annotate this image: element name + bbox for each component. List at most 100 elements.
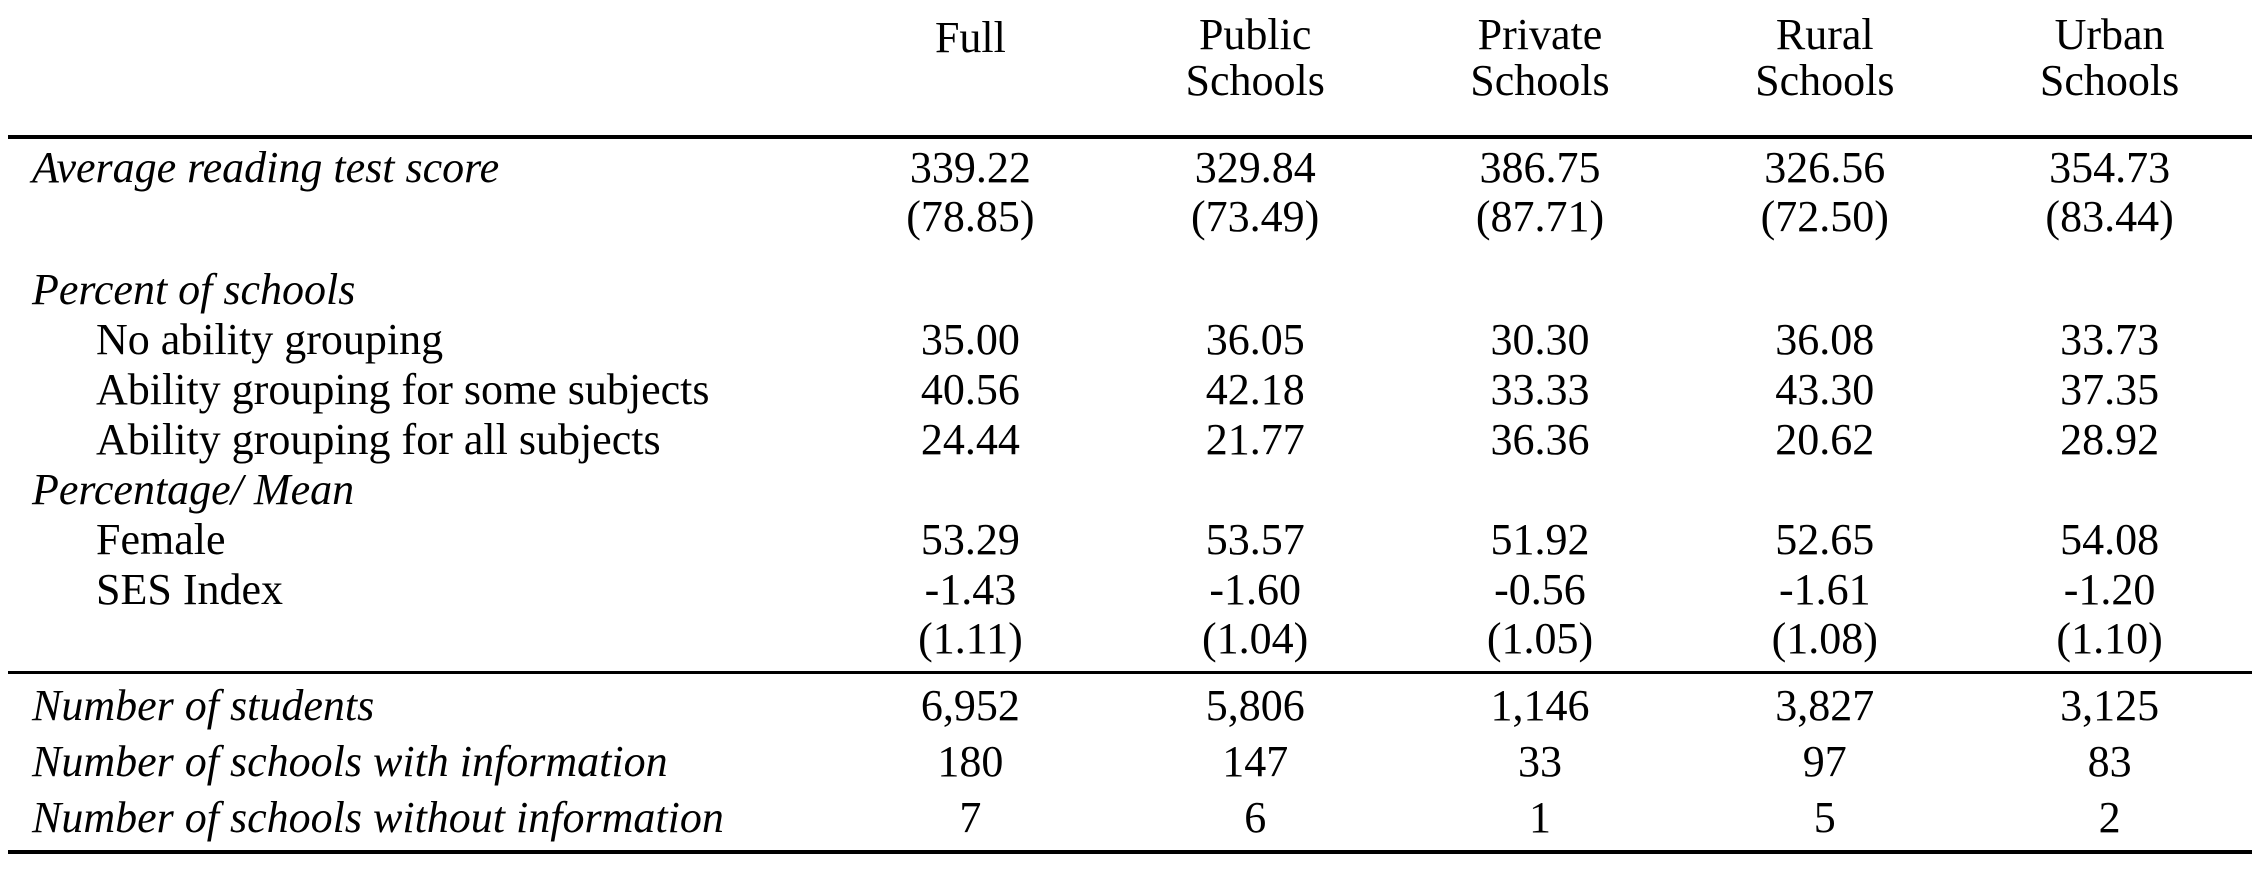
value-cell: 24.44 bbox=[828, 415, 1113, 465]
value-cell: 97 bbox=[1682, 734, 1967, 790]
stat-value: 33.33 bbox=[1490, 365, 1590, 414]
stat-value: 326.56 bbox=[1764, 143, 1886, 192]
value-cell: 180 bbox=[828, 734, 1113, 790]
section-label: Percentage/ Mean bbox=[32, 465, 355, 514]
summary-statistics-table: Full Public Schools Private Schools Rural S… bbox=[8, 0, 2252, 854]
stat-value: 36.05 bbox=[1205, 315, 1305, 364]
stat-value: 6 bbox=[1244, 793, 1267, 842]
table-row: Female 53.29 53.57 51.92 52.65 54.08 bbox=[8, 515, 2252, 565]
value-cell: 6,952 bbox=[828, 678, 1113, 734]
table-row: Ability grouping for all subjects 24.44 21… bbox=[8, 415, 2252, 465]
table-row: No ability grouping 35.00 36.05 30.30 36.08 3… bbox=[8, 315, 2252, 365]
row-label: Ability grouping for some subjects bbox=[96, 365, 710, 414]
value-cell: -1.61 (1.08) bbox=[1682, 565, 1967, 663]
value-cell: 83 bbox=[1967, 734, 2252, 790]
stat-value: 6,952 bbox=[920, 681, 1020, 730]
stat-sd: (87.71) bbox=[1475, 192, 1605, 241]
column-header-label: Rural Schools bbox=[1755, 10, 1895, 105]
value-cell: 3,827 bbox=[1682, 678, 1967, 734]
stat-sd: (1.05) bbox=[1486, 614, 1594, 663]
value-cell: 2 bbox=[1967, 790, 2252, 846]
stat-value: 1,146 bbox=[1490, 681, 1590, 730]
value-cell: 354.73 (83.44) bbox=[1967, 143, 2252, 241]
row-label: Number of schools without information bbox=[32, 793, 724, 842]
table-footer: Number of students 6,952 5,806 1,146 3,827 3,… bbox=[8, 671, 2252, 854]
section-row: Percent of schools bbox=[8, 265, 2252, 315]
stat-sd: (1.08) bbox=[1771, 614, 1878, 663]
value-cell: 40.56 bbox=[828, 365, 1113, 415]
table-row: Ability grouping for some subjects 40.56 4… bbox=[8, 365, 2252, 415]
stat-value: 51.92 bbox=[1490, 515, 1590, 564]
stat-value: 2 bbox=[2098, 793, 2121, 842]
value-cell: 53.29 bbox=[828, 515, 1113, 565]
column-header-label: Urban Schools bbox=[2039, 10, 2180, 105]
stat-value: -0.56 bbox=[1494, 565, 1586, 614]
stat-value: -1.20 bbox=[2063, 565, 2156, 614]
stat-value: 97 bbox=[1802, 737, 1847, 786]
value-cell: 33.33 bbox=[1398, 365, 1683, 415]
value-cell: 21.77 bbox=[1113, 415, 1398, 465]
column-header-urban: Urban Schools bbox=[1967, 12, 2252, 106]
stat-value: 53.57 bbox=[1205, 515, 1305, 564]
value-cell: 30.30 bbox=[1398, 315, 1683, 365]
value-cell: 33.73 bbox=[1967, 315, 2252, 365]
stat-value: 5,806 bbox=[1205, 681, 1305, 730]
value-cell: 53.57 bbox=[1113, 515, 1398, 565]
column-header-private: Private Schools bbox=[1398, 12, 1683, 106]
stat-sd: (1.04) bbox=[1202, 614, 1309, 663]
stat-value: 30.30 bbox=[1490, 315, 1590, 364]
column-header-public: Public Schools bbox=[1113, 12, 1398, 106]
stat-value: -1.43 bbox=[924, 565, 1017, 614]
stat-value: 42.18 bbox=[1205, 365, 1305, 414]
value-cell: 36.05 bbox=[1113, 315, 1398, 365]
column-header-label: Full bbox=[934, 13, 1006, 62]
table-row: Number of schools without information 7 6 1… bbox=[8, 790, 2252, 846]
value-cell: 5 bbox=[1682, 790, 1967, 846]
table-row: Number of students 6,952 5,806 1,146 3,827 3,… bbox=[8, 678, 2252, 734]
stat-value: 3,125 bbox=[2060, 681, 2160, 730]
stat-value: -1.60 bbox=[1209, 565, 1302, 614]
stat-value: 1 bbox=[1528, 793, 1551, 842]
value-cell: 51.92 bbox=[1398, 515, 1683, 565]
value-cell: 54.08 bbox=[1967, 515, 2252, 565]
stat-value: 83 bbox=[2087, 737, 2132, 786]
row-label: No ability grouping bbox=[96, 315, 444, 364]
stat-sd: (73.49) bbox=[1191, 192, 1320, 241]
value-cell: 339.22 (78.85) bbox=[828, 143, 1113, 241]
stat-value: 33.73 bbox=[2060, 315, 2160, 364]
value-cell: 147 bbox=[1113, 734, 1398, 790]
row-label: Number of schools with information bbox=[32, 737, 668, 786]
stat-sd: (1.10) bbox=[2056, 614, 2163, 663]
stat-value: -1.61 bbox=[1778, 565, 1871, 614]
row-label: Female bbox=[96, 515, 226, 564]
stat-value: 339.22 bbox=[909, 143, 1031, 192]
stat-sd: (72.50) bbox=[1760, 192, 1889, 241]
stat-value: 329.84 bbox=[1194, 143, 1316, 192]
value-cell: 20.62 bbox=[1682, 415, 1967, 465]
stat-value: 36.36 bbox=[1490, 415, 1590, 464]
stat-value: 28.92 bbox=[2060, 415, 2160, 464]
value-cell: 42.18 bbox=[1113, 365, 1398, 415]
table-row: Average reading test score 339.22 (78.85) 3… bbox=[8, 143, 2252, 241]
value-cell: -1.20 (1.10) bbox=[1967, 565, 2252, 663]
section-row: Percentage/ Mean bbox=[8, 465, 2252, 515]
table-row: Number of schools with information 180 147… bbox=[8, 734, 2252, 790]
stat-value: 180 bbox=[937, 737, 1004, 786]
value-cell: 6 bbox=[1113, 790, 1398, 846]
value-cell: 3,125 bbox=[1967, 678, 2252, 734]
value-cell: 5,806 bbox=[1113, 678, 1398, 734]
column-header-label: Private Schools bbox=[1470, 10, 1610, 105]
stat-value: 40.56 bbox=[920, 365, 1020, 414]
stat-value: 33 bbox=[1517, 737, 1562, 786]
row-label: Average reading test score bbox=[32, 143, 500, 192]
stat-sd: (83.44) bbox=[2045, 192, 2174, 241]
stat-value: 3,827 bbox=[1775, 681, 1875, 730]
table-header-row: Full Public Schools Private Schools Rural S… bbox=[8, 6, 2252, 139]
section-label: Percent of schools bbox=[32, 265, 356, 314]
row-label: Number of students bbox=[32, 681, 375, 730]
stat-value: 52.65 bbox=[1775, 515, 1875, 564]
stat-sd: (1.11) bbox=[918, 614, 1023, 663]
stat-value: 53.29 bbox=[920, 515, 1020, 564]
table-row: SES Index -1.43 (1.11) -1.60 (1.04) -0.56 (1.0… bbox=[8, 565, 2252, 663]
stat-value: 386.75 bbox=[1479, 143, 1601, 192]
